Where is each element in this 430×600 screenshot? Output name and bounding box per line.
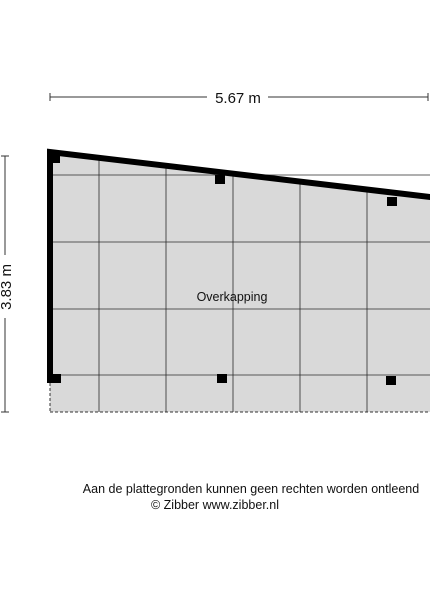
open-edge [49, 378, 430, 413]
post [52, 374, 61, 383]
post [217, 374, 227, 383]
floor-area [50, 153, 430, 412]
width-dimension [49, 93, 429, 101]
post [215, 175, 225, 184]
walls [47, 148, 430, 383]
room-label: Overkapping [197, 290, 268, 304]
post [386, 376, 396, 385]
floor-grid [50, 158, 430, 412]
copyright-text: © Zibber www.zibber.nl [150, 498, 279, 512]
height-dimension [1, 155, 9, 413]
post [387, 197, 397, 206]
width-label: 5.67 m [215, 90, 261, 107]
height-label: 3.83 m [0, 264, 15, 310]
disclaimer-text: Aan de plattegronden kunnen geen rechten… [82, 482, 420, 496]
posts [52, 155, 397, 385]
post [52, 155, 60, 163]
